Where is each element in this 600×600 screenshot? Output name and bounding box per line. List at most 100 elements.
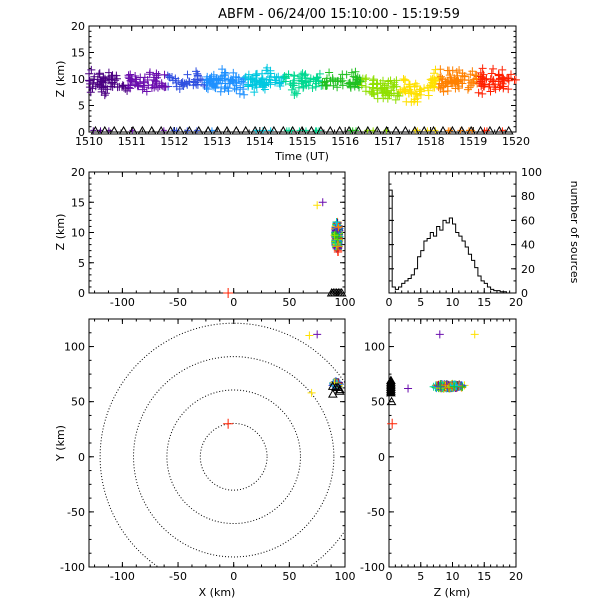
time-height-source	[253, 69, 262, 78]
station-marker	[344, 125, 354, 135]
time-height-source	[110, 80, 119, 89]
plan-view-ytick-label: 50	[71, 396, 85, 409]
time-height-xtick-label: 1512	[160, 135, 188, 148]
histogram-outline	[388, 189, 516, 294]
time-height-ytick-label: 10	[71, 73, 85, 86]
station-marker	[428, 125, 439, 135]
station-marker	[137, 125, 148, 135]
xz-xtick-label: 0	[230, 296, 237, 309]
plan-view-xtick-label: -50	[169, 570, 187, 583]
time-height-source	[474, 88, 483, 97]
time-height-source	[486, 87, 495, 96]
time-height-source	[385, 91, 394, 100]
time-height-source	[126, 84, 135, 93]
time-height-source	[274, 72, 283, 81]
station-marker	[165, 125, 176, 135]
time-height-source	[401, 75, 410, 84]
station-marker	[203, 125, 213, 135]
histogram-bar	[462, 241, 465, 293]
station-marker	[400, 125, 411, 135]
time-height-source	[118, 82, 127, 91]
time-height-source	[250, 77, 259, 86]
plan-view-station-marker	[334, 384, 345, 394]
time-height-source	[152, 82, 161, 91]
time-height-source	[124, 83, 133, 92]
station-marker	[193, 125, 204, 135]
station-marker	[240, 125, 251, 135]
time-height-source	[277, 78, 286, 87]
time-height-source	[322, 77, 331, 86]
time-height-source	[494, 71, 503, 80]
time-height-source	[443, 77, 452, 86]
station-marker	[325, 125, 336, 135]
station-marker	[306, 125, 317, 135]
time-height-xtick-label: 1520	[502, 135, 530, 148]
figure-title: ABFM - 06/24/00 15:10:00 - 15:19:59	[218, 7, 460, 22]
xz-ylabel: Z (km)	[54, 214, 67, 251]
zy-xlabel: Z (km)	[434, 586, 471, 599]
time-height-source	[391, 95, 400, 104]
time-height-source	[376, 79, 385, 88]
station-marker	[391, 125, 401, 135]
zy-panel: 0 5 10 15 20 -100 -50 0 50 100 Z (km)	[360, 318, 523, 599]
time-height-xtick-label: 1513	[203, 135, 231, 148]
time-height-source	[85, 69, 94, 78]
time-height-source	[178, 78, 187, 87]
xz-frame	[88, 171, 346, 294]
histogram-bar	[446, 223, 449, 293]
time-height-source	[139, 78, 148, 87]
station-marker	[175, 125, 185, 135]
zy-station-marker	[386, 396, 397, 406]
time-height-source	[472, 71, 481, 80]
zy-ytick-label: 50	[371, 396, 385, 409]
histogram-bar	[427, 239, 430, 293]
time-height-source	[240, 90, 249, 99]
time-height-ytick-label: 5	[78, 100, 85, 113]
time-height-source	[504, 74, 513, 83]
station-marker	[109, 125, 120, 135]
histogram-bar	[459, 236, 462, 293]
time-height-source	[416, 90, 425, 99]
time-height-source	[145, 70, 154, 79]
time-height-source	[484, 82, 493, 91]
plan-view-xtick-label: 50	[282, 570, 296, 583]
station-marker	[297, 125, 307, 135]
time-height-source	[510, 75, 519, 84]
time-height-source	[86, 88, 95, 97]
station-marker	[128, 125, 138, 135]
range-ring	[199, 422, 268, 491]
time-height-source	[478, 89, 487, 98]
time-height-source	[351, 78, 360, 87]
time-height-source	[379, 88, 388, 97]
station-marker	[231, 125, 242, 135]
time-height-ytick-label: 0	[78, 126, 85, 139]
xz-xtick-label: 50	[282, 296, 296, 309]
time-height-xtick-label: 1510	[75, 135, 103, 148]
histogram-ytick-label: 80	[521, 190, 535, 203]
plan-view-xtick-label: 0	[230, 570, 237, 583]
time-height-source	[415, 85, 424, 94]
range-ring	[166, 389, 301, 525]
zy-sources	[386, 330, 479, 429]
time-height-sources	[85, 63, 520, 134]
plan-view-station-marker	[333, 382, 343, 391]
time-height-source	[175, 85, 184, 94]
time-height-source	[151, 76, 160, 85]
time-height-source	[390, 80, 399, 89]
time-height-xtick-label: 1514	[246, 135, 274, 148]
time-height-source	[384, 77, 393, 86]
histogram-ylabel: number of sources	[568, 181, 581, 284]
time-height-source	[297, 79, 306, 88]
station-marker	[381, 125, 392, 135]
time-height-source	[487, 69, 496, 78]
time-height-source	[193, 71, 202, 80]
time-height-source	[387, 89, 396, 98]
time-height-source	[119, 81, 128, 90]
station-marker	[485, 125, 495, 135]
time-height-source	[182, 79, 191, 88]
time-height-source	[158, 82, 167, 91]
time-height-source	[478, 64, 487, 73]
time-height-source	[430, 69, 439, 78]
time-height-source	[132, 77, 141, 86]
